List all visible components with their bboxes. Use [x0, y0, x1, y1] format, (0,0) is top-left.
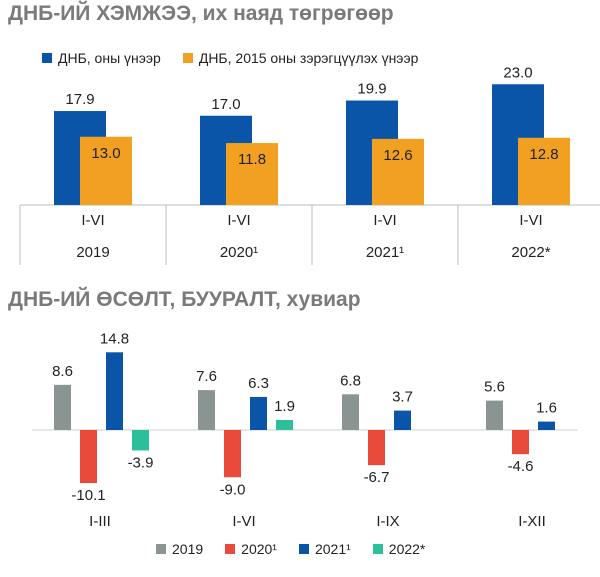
chart1-year-label: 2021¹: [366, 244, 404, 261]
chart1-bar: [518, 137, 570, 205]
chart2-bar: [198, 390, 215, 430]
chart2-value-label: 8.6: [52, 363, 73, 380]
chart1-legend: ДНБ, оны үнээр ДНБ, 2015 оны зэрэгцүүлэх…: [42, 50, 418, 66]
chart1-value-label: 23.0: [503, 64, 532, 81]
chart2-value-label: -3.9: [128, 454, 154, 471]
chart2-bar: [538, 421, 555, 430]
chart2-bar: [132, 430, 149, 451]
chart2-legend-label-2022: 2022*: [388, 541, 426, 557]
chart1-value-label: 12.6: [383, 147, 412, 164]
chart2-bar: [54, 384, 71, 430]
chart2-value-label: 1.9: [274, 398, 295, 415]
chart1-legend-item-real: ДНБ, 2015 оны зэрэгцүүлэх үнээр: [182, 50, 419, 66]
chart2-bar: [342, 394, 359, 430]
chart2-value-label: 14.8: [100, 330, 129, 347]
chart2-legend-swatch-2022: [372, 544, 383, 554]
chart2-category-label: I-III: [89, 513, 111, 530]
chart2-value-label: 3.7: [392, 389, 413, 406]
chart2-legend-swatch-2020: [225, 544, 236, 554]
chart2-value-label: 6.8: [340, 372, 361, 389]
chart2-legend: 2019 2020¹ 2021¹ 2022*: [156, 541, 425, 557]
chart1-value-label: 17.9: [65, 91, 94, 108]
chart1-legend-item-nominal: ДНБ, оны үнээр: [42, 50, 161, 66]
chart2-legend-label-2019: 2019: [172, 541, 204, 557]
chart2-bar: [512, 430, 529, 455]
chart1-category-label: I-VI: [373, 212, 396, 229]
chart2-bar: [486, 400, 503, 430]
chart1-bar: [372, 138, 424, 205]
chart1-bar: [226, 143, 278, 205]
chart2-legend-swatch-2019: [156, 544, 166, 554]
chart1-value-label: 11.8: [238, 151, 266, 168]
chart2-bar: [106, 352, 123, 430]
chart1-legend-swatch-nominal: [42, 53, 52, 63]
chart2-bar: [394, 410, 411, 430]
chart2-value-label: 6.3: [248, 375, 269, 392]
chart1-value-label: 17.0: [211, 96, 240, 113]
chart2-legend-item-2022: 2022*: [372, 541, 426, 557]
chart1-year-label: 2019: [76, 244, 109, 261]
chart1-year-label: 2022*: [511, 244, 550, 261]
chart2-legend-item-2019: 2019: [156, 541, 203, 557]
chart1-value-label: 12.8: [529, 146, 558, 163]
chart2-bar: [368, 430, 385, 466]
chart2-value-label: 5.6: [484, 379, 505, 396]
chart1-category-label: I-VI: [227, 212, 250, 229]
chart1-year-label: 2020¹: [220, 244, 258, 261]
chart2-value-label: 1.6: [536, 400, 557, 417]
chart2-category-label: I-VI: [232, 513, 255, 530]
chart2-value-label: -6.7: [364, 469, 390, 486]
chart2-legend-item-2020: 2020¹: [225, 541, 277, 557]
chart2-bar: [80, 430, 97, 484]
chart2-value-label: -9.0: [220, 481, 246, 498]
chart2-title: ДНБ-ИЙ ӨСӨЛТ, БУУРАЛТ, хувиар: [8, 288, 361, 311]
chart1-category-label: I-VI: [519, 212, 542, 229]
chart2-value-label: -4.6: [508, 458, 534, 475]
chart2-bar: [224, 430, 241, 478]
chart2-legend-item-2021: 2021¹: [298, 541, 351, 557]
chart1-category-label: I-VI: [81, 212, 104, 229]
chart1-legend-swatch-real: [182, 53, 193, 63]
chart2-legend-swatch-2021: [298, 544, 309, 554]
chart2-value-label: 7.6: [196, 368, 217, 385]
chart2-category-label: I-IX: [376, 513, 399, 530]
chart1-value-label: 13.0: [91, 145, 120, 162]
chart1-bar: [80, 136, 132, 205]
chart1-title: ДНБ-ИЙ ХЭМЖЭЭ, их наяд төгрөгөөр: [8, 2, 394, 25]
chart2-category-label: I-XII: [518, 513, 546, 530]
chart1-value-label: 19.9: [357, 81, 386, 98]
chart2-legend-label-2021: 2021¹: [314, 541, 351, 557]
chart1-legend-label-nominal: ДНБ, оны үнээр: [58, 50, 161, 66]
chart2-value-label: -10.1: [71, 487, 105, 504]
chart2-bar: [276, 420, 293, 430]
chart2-legend-label-2020: 2020¹: [241, 541, 277, 557]
chart1-legend-label-real: ДНБ, 2015 оны зэрэгцүүлэх үнээр: [198, 50, 419, 66]
chart2-bar: [250, 396, 267, 430]
